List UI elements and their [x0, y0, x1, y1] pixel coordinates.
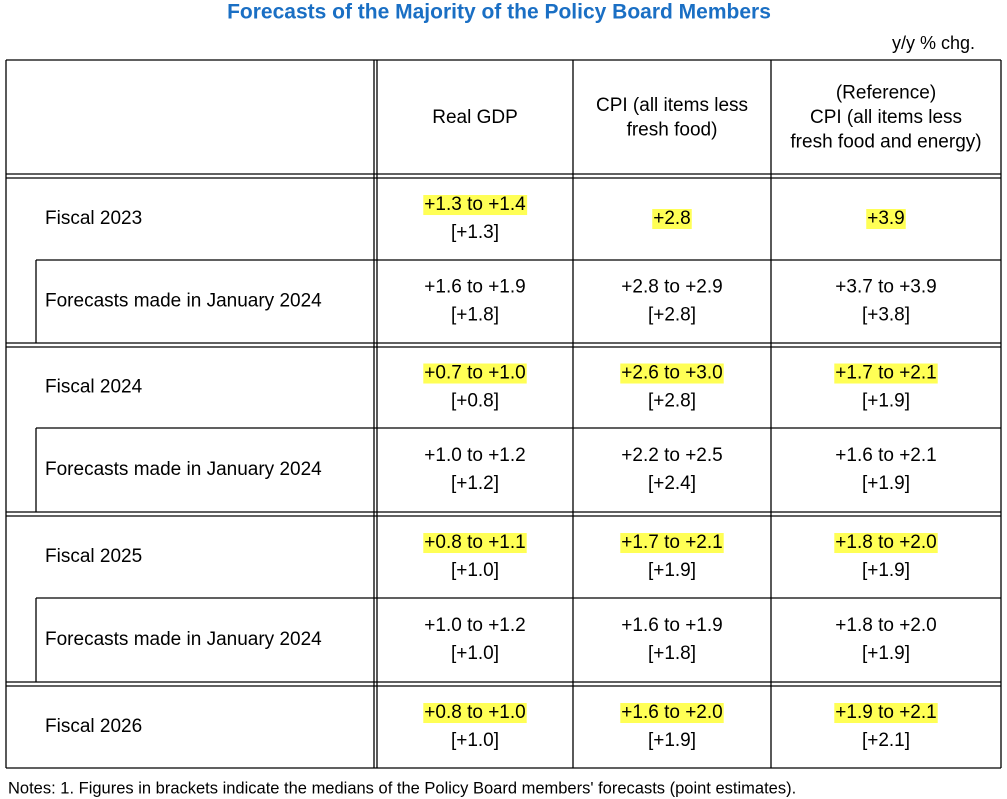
cell-value: [+1.9]: [862, 473, 910, 494]
cell-value: +1.9 to +2.1: [835, 702, 936, 723]
highlight: [834, 533, 938, 554]
cell-value: [+1.0]: [451, 643, 499, 664]
cell-value: [+2.1]: [862, 730, 910, 751]
title: Forecasts of the Majority of the Policy …: [227, 1, 771, 24]
column-header: (Reference): [836, 83, 936, 104]
cell-value: [+3.8]: [862, 305, 910, 326]
column-header: fresh food and energy): [790, 132, 981, 153]
highlight: [620, 533, 724, 554]
cell-value: +1.6 to +1.9: [424, 277, 525, 298]
highlight: [620, 703, 724, 724]
cell-value: +3.9: [867, 208, 905, 229]
row-label: Fiscal 2026: [45, 716, 142, 737]
cell-value: [+2.4]: [648, 473, 696, 494]
cell-value: +1.0 to +1.2: [424, 615, 525, 636]
cell-value: +1.6 to +1.9: [621, 615, 722, 636]
row-label: Fiscal 2025: [45, 546, 142, 567]
cell-value: [+1.0]: [451, 730, 499, 751]
highlight: [620, 363, 724, 384]
row-label: Forecasts made in January 2024: [45, 459, 322, 480]
column-header: fresh food): [627, 119, 718, 140]
cell-value: [+1.2]: [451, 473, 499, 494]
cell-value: +1.6 to +2.1: [835, 445, 936, 466]
cell-value: [+1.9]: [648, 730, 696, 751]
cell-value: +1.0 to +1.2: [424, 445, 525, 466]
highlight: [834, 703, 938, 724]
row-label: Fiscal 2024: [45, 377, 143, 398]
cell-value: [+1.8]: [451, 305, 499, 326]
row-label: Fiscal 2023: [45, 208, 142, 229]
cell-value: [+1.0]: [451, 560, 499, 581]
highlight: [423, 195, 528, 216]
cell-value: [+0.8]: [451, 391, 499, 412]
notes: Notes: 1. Figures in brackets indicate t…: [8, 779, 796, 797]
highlight: [652, 209, 692, 230]
highlight: [423, 533, 527, 554]
highlight: [866, 209, 906, 230]
cell-value: [+1.3]: [451, 222, 499, 243]
cell-value: +3.7 to +3.9: [835, 277, 936, 298]
row-label: Forecasts made in January 2024: [45, 629, 322, 650]
highlight: [423, 703, 527, 724]
cell-value: +0.8 to +1.1: [424, 532, 525, 553]
cell-value: +1.8 to +2.0: [835, 615, 936, 636]
cell-value: +1.8 to +2.0: [835, 532, 936, 553]
cell-value: +2.2 to +2.5: [621, 445, 722, 466]
cell-value: +2.6 to +3.0: [621, 363, 722, 384]
cell-value: [+1.8]: [648, 643, 696, 664]
cell-value: +1.7 to +2.1: [835, 363, 936, 384]
cell-value: [+1.9]: [862, 643, 910, 664]
cell-value: +0.7 to +1.0: [424, 363, 525, 384]
cell-value: [+1.9]: [862, 391, 910, 412]
cell-value: +1.7 to +2.1: [621, 532, 722, 553]
column-header: CPI (all items less: [810, 107, 962, 128]
cell-value: [+1.9]: [862, 560, 910, 581]
highlight: [834, 363, 938, 384]
row-label: Forecasts made in January 2024: [45, 291, 322, 312]
cell-value: +2.8: [653, 208, 691, 229]
column-header: CPI (all items less: [596, 95, 748, 116]
cell-value: +0.8 to +1.0: [424, 702, 525, 723]
unit: y/y % chg.: [892, 33, 975, 53]
cell-value: [+2.8]: [648, 305, 696, 326]
column-header: Real GDP: [432, 107, 518, 128]
highlight: [423, 363, 527, 384]
cell-value: [+1.9]: [648, 560, 696, 581]
cell-value: +1.3 to +1.4: [424, 194, 526, 215]
cell-value: [+2.8]: [648, 391, 696, 412]
cell-value: +1.6 to +2.0: [621, 702, 722, 723]
cell-value: +2.8 to +2.9: [621, 277, 722, 298]
